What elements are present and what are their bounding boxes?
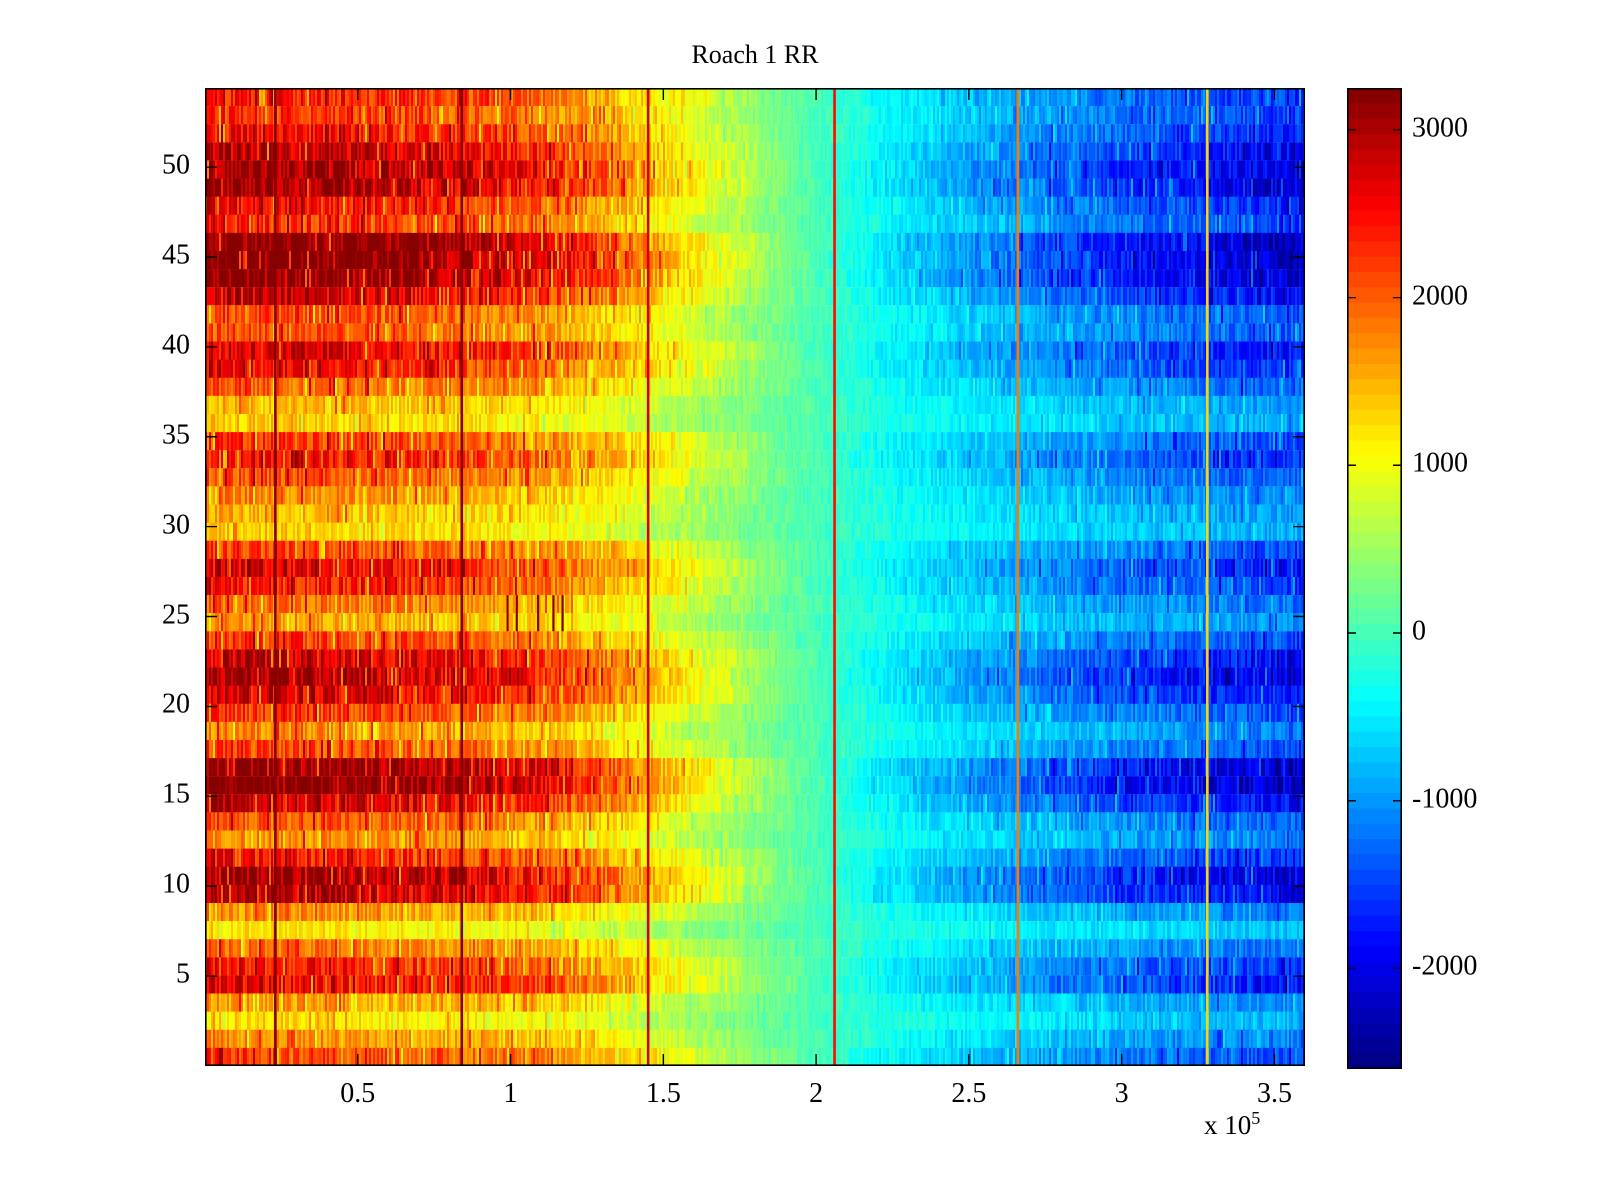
y-tick-label: 30 xyxy=(162,509,190,541)
x-tick-label: 3 xyxy=(1114,1078,1129,1109)
y-tick-label: 20 xyxy=(162,688,190,720)
colorbar-tick-label: 0 xyxy=(1412,615,1426,647)
y-tick-label: 40 xyxy=(162,329,190,361)
colorbar-tick-label: 1000 xyxy=(1412,447,1468,479)
chart-title: Roach 1 RR xyxy=(691,40,819,69)
y-tick-label: 5 xyxy=(176,958,190,990)
y-tick-label: 25 xyxy=(162,598,190,630)
x-axis-exponent-prefix: x 10 xyxy=(1204,1110,1252,1140)
colorbar-tick-label: -1000 xyxy=(1412,783,1478,815)
y-tick-label: 50 xyxy=(162,149,190,181)
y-tick-label: 45 xyxy=(162,239,190,271)
y-tick-label: 10 xyxy=(162,868,190,900)
x-tick-label: 3.5 xyxy=(1256,1078,1292,1109)
y-tick-label: 35 xyxy=(162,419,190,451)
x-tick-label: 1 xyxy=(503,1078,518,1109)
colorbar-tick-label: 3000 xyxy=(1412,112,1468,144)
colorbar-tick-label: 2000 xyxy=(1412,280,1468,312)
x-axis-exponent-power: 5 xyxy=(1251,1108,1261,1128)
x-axis-exponent-label: x 105 xyxy=(1204,1108,1260,1141)
colorbar xyxy=(1347,88,1402,1069)
heatmap-plot-area xyxy=(205,88,1305,1066)
x-tick-label: 1.5 xyxy=(645,1078,681,1109)
colorbar-tick-label: -2000 xyxy=(1412,950,1478,982)
y-tick-label: 15 xyxy=(162,778,190,810)
x-tick-label: 0.5 xyxy=(340,1078,376,1109)
x-tick-label: 2 xyxy=(809,1078,824,1109)
x-tick-label: 2.5 xyxy=(951,1078,987,1109)
